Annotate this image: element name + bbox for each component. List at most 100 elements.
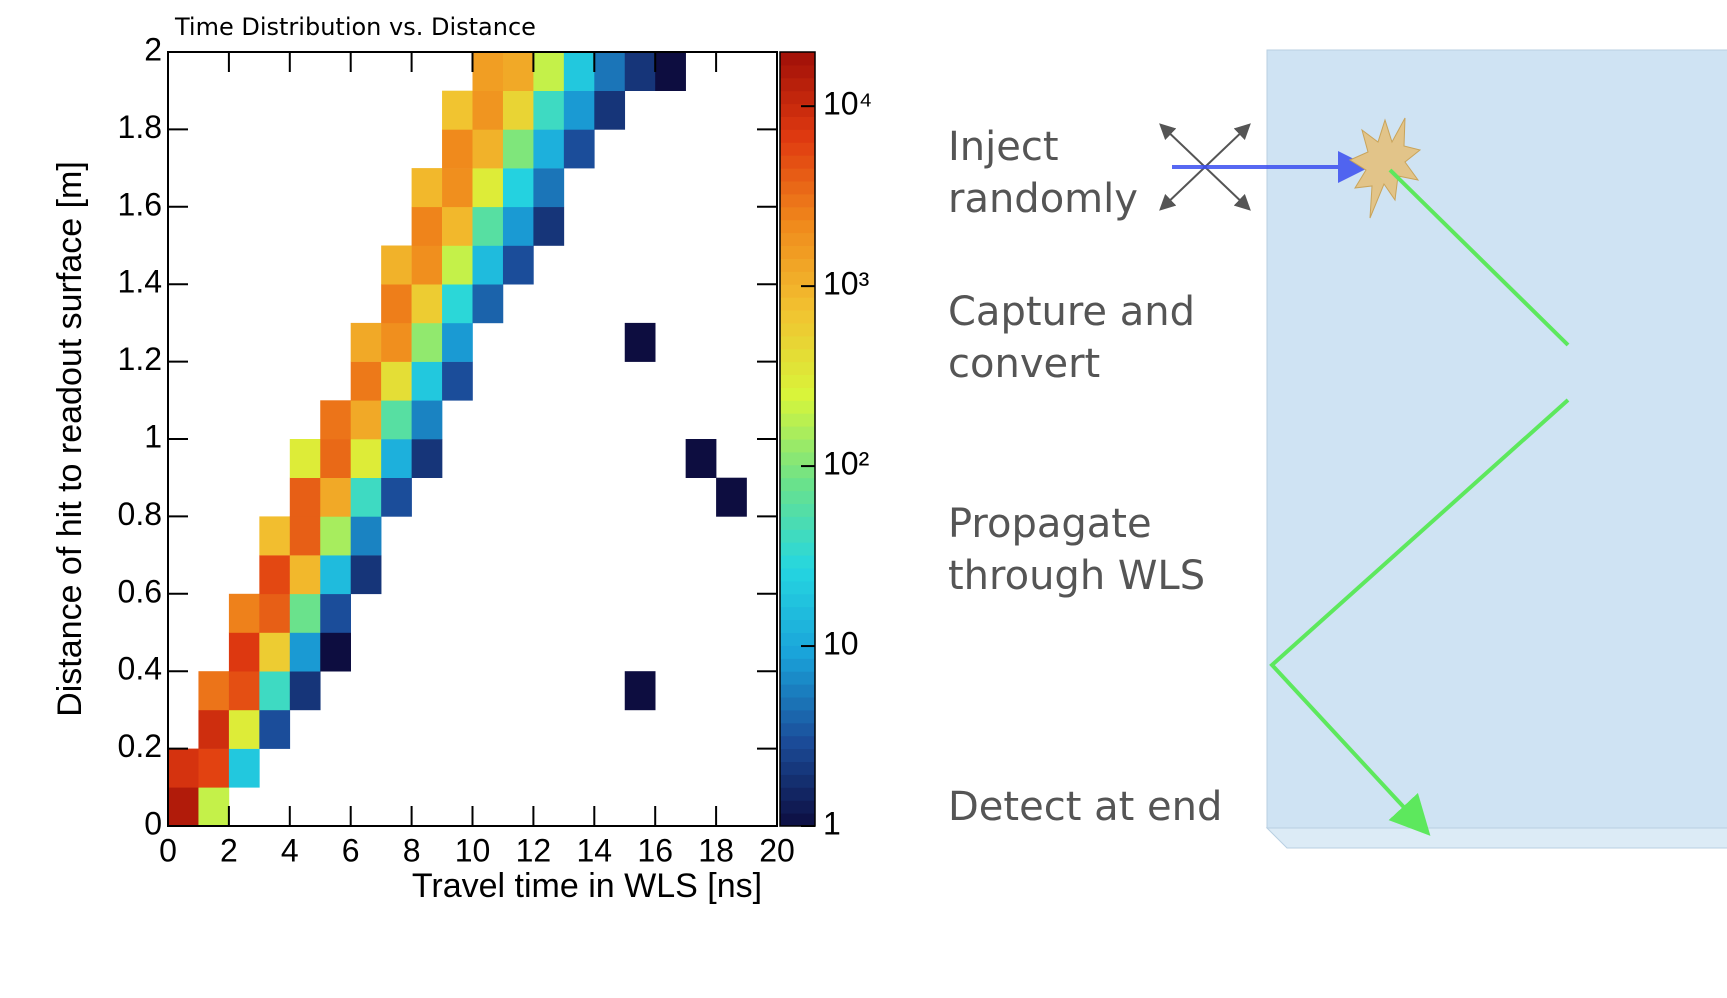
heat-cell: [472, 129, 504, 169]
inject-cross: [1159, 123, 1251, 211]
x-tick-label: 2: [220, 832, 238, 868]
heat-cell: [411, 361, 443, 401]
x-tick-label: 16: [637, 832, 673, 868]
colorbar-step: [780, 271, 815, 285]
colorbar-step: [780, 451, 815, 466]
colorbar-step: [780, 568, 815, 582]
x-tick-label: 20: [759, 832, 795, 868]
y-tick-label: 0: [144, 805, 162, 841]
colorbar-step: [780, 671, 815, 685]
heat-cell: [289, 439, 321, 478]
colorbar-step: [780, 503, 815, 517]
heat-cell: [381, 361, 412, 401]
capture-burst: [1348, 117, 1422, 219]
heat-cell: [442, 245, 473, 285]
y-tick-label: 1: [144, 418, 162, 454]
heat-cell: [442, 129, 473, 169]
colorbar-step: [780, 181, 815, 195]
heat-cell: [502, 90, 534, 130]
heat-cell: [259, 632, 291, 672]
heat-cell: [350, 516, 382, 556]
heat-cell: [411, 400, 443, 440]
heat-cell: [289, 555, 321, 595]
colorbar-label: 10²: [823, 446, 870, 482]
y-tick-label: 0.2: [118, 728, 162, 764]
heat-cell: [533, 52, 565, 91]
x-tick-label: 8: [403, 832, 421, 868]
colorbar-step: [780, 555, 815, 569]
heat-cell: [442, 206, 473, 246]
heat-cell: [320, 477, 351, 517]
heat-cell: [563, 90, 595, 130]
heat-cell: [472, 168, 504, 208]
y-tick-label: 0.6: [118, 573, 162, 609]
colorbar-step: [780, 774, 815, 788]
heat-cell: [533, 206, 565, 246]
colorbar-step: [780, 580, 815, 595]
colorbar-step: [780, 206, 815, 221]
colorbar-step: [780, 735, 815, 750]
heat-cell: [411, 168, 443, 208]
heat-cell: [563, 52, 595, 91]
heat-cell: [411, 439, 443, 478]
colorbar-step: [780, 297, 815, 311]
heat-cell: [350, 439, 382, 478]
colorbar-step: [780, 64, 815, 79]
colorbar-label: 10³: [823, 266, 870, 302]
heat-cell: [533, 90, 565, 130]
heat-cell: [259, 555, 291, 595]
heat-cell: [259, 671, 291, 711]
y-tick-label: 1.4: [118, 264, 162, 300]
colorbar-label: 10⁴: [823, 86, 872, 122]
heat-cell: [350, 477, 382, 517]
heat-cell: [472, 245, 504, 285]
heat-cell: [381, 400, 412, 440]
colorbar-step: [780, 245, 815, 259]
heat-cell: [168, 748, 199, 788]
colorbar-step: [780, 426, 815, 440]
heat-cell: [350, 400, 382, 440]
heat-cell: [289, 477, 321, 517]
heat-cell: [502, 245, 534, 285]
colorbar-step: [780, 606, 815, 621]
y-tick-label: 1.2: [118, 341, 162, 377]
colorbar-step: [780, 310, 815, 324]
colorbar-step: [780, 516, 815, 530]
heat-cell: [502, 52, 534, 91]
heat-cell: [259, 593, 291, 633]
x-tick-label: 18: [698, 832, 734, 868]
heat-cell: [442, 322, 473, 362]
heat-cell: [594, 52, 626, 91]
heat-cell: [198, 671, 230, 711]
colorbar-step: [780, 52, 815, 66]
heat-cell: [502, 168, 534, 208]
heat-cell: [685, 439, 717, 478]
heat-cell: [502, 206, 534, 246]
heat-cell: [472, 52, 504, 91]
heat-cell: [289, 516, 321, 556]
heat-cell: [198, 748, 230, 788]
step-label: Propagate: [948, 501, 1152, 547]
heat-cell: [594, 90, 626, 130]
colorbar-step: [780, 400, 815, 414]
heat-cell: [624, 52, 656, 91]
colorbar-step: [780, 219, 815, 234]
colorbar-step: [780, 413, 815, 427]
heat-cell: [442, 90, 473, 130]
colorbar-step: [780, 722, 815, 737]
colorbar-step: [780, 709, 815, 724]
step-label: Capture and: [948, 289, 1195, 335]
y-tick-label: 0.8: [118, 496, 162, 532]
heat-cell: [472, 206, 504, 246]
wls-slab: [1265, 49, 1727, 849]
step-label: randomly: [948, 176, 1138, 222]
heat-cell: [381, 439, 412, 478]
heat-cell: [381, 322, 412, 362]
colorbar-step: [780, 155, 815, 169]
colorbar-step: [780, 464, 815, 479]
step-label: Detect at end: [948, 784, 1222, 830]
heat-cell: [289, 671, 321, 711]
heat-cell: [228, 593, 260, 633]
colorbar-step: [780, 439, 815, 453]
